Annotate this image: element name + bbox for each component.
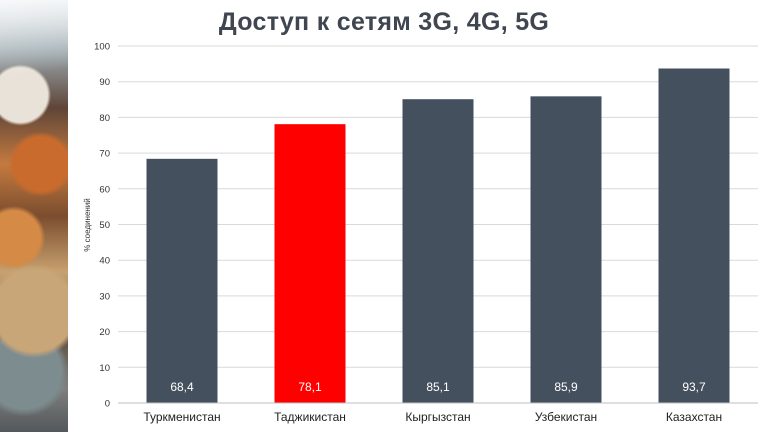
bar-value-label: 68,4 [170, 380, 194, 394]
bars [146, 68, 730, 404]
x-category-label: Таджикистан [274, 410, 346, 424]
y-tick-label: 20 [99, 327, 110, 338]
y-tick-label: 40 [99, 256, 110, 267]
bar-value-label: 85,9 [554, 380, 578, 394]
bar-value-label: 85,1 [426, 380, 450, 394]
bar-3 [402, 99, 474, 404]
bar-value-label: 78,1 [298, 380, 322, 394]
x-category-label: Узбекистан [535, 410, 597, 424]
y-tick-label: 80 [99, 113, 110, 124]
y-axis-ticks: 0 10 20 30 40 50 60 70 80 90 100 [94, 42, 110, 410]
mountain-photo [0, 0, 68, 432]
bar-labels: 68,4 78,1 85,1 85,9 93,7 [170, 380, 706, 394]
bar-2 [274, 124, 346, 404]
y-tick-label: 100 [94, 42, 110, 53]
y-tick-label: 70 [99, 149, 110, 160]
bar-value-label: 93,7 [682, 380, 706, 394]
y-tick-label: 10 [99, 363, 110, 374]
x-category-label: Кыргызстан [405, 410, 470, 424]
bar-4 [530, 96, 602, 403]
chart-title: Доступ к сетям 3G, 4G, 5G [218, 8, 550, 36]
y-tick-label: 90 [99, 77, 110, 88]
y-tick-label: 50 [99, 220, 110, 231]
bar-5 [658, 68, 730, 403]
y-tick-label: 60 [99, 184, 110, 195]
x-axis-labels: Туркменистан Таджикистан Кыргызстан Узбекис… [143, 410, 722, 424]
bar-1 [146, 158, 218, 403]
y-tick-label: 0 [105, 399, 110, 410]
x-category-label: Туркменистан [143, 410, 220, 424]
x-category-label: Казахстан [666, 410, 722, 424]
y-tick-label: 30 [99, 291, 110, 302]
y-axis-title: % соединений [83, 198, 92, 252]
